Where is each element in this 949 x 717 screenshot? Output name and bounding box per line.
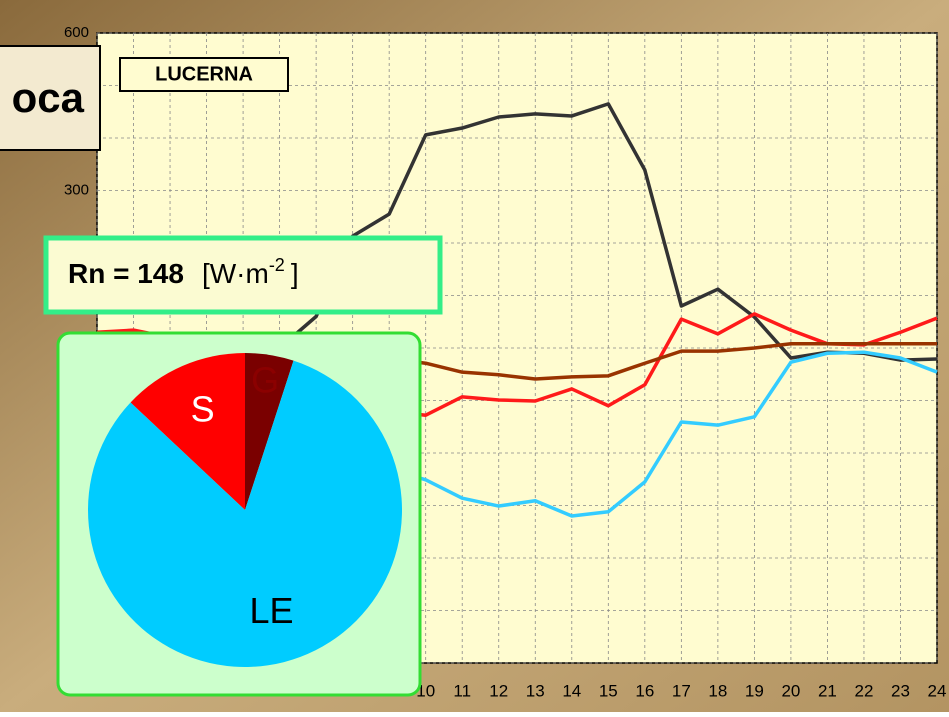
x-tick-label: 14	[562, 681, 581, 700]
x-tick-label: 24	[928, 681, 947, 700]
pie-slice	[87, 360, 402, 668]
x-tick-label: 15	[599, 681, 618, 700]
x-tick-label: 21	[818, 681, 837, 700]
annotation-box	[43, 235, 443, 315]
annotation-exponent: -2	[269, 255, 285, 275]
pie-label: S	[191, 389, 215, 430]
pie-label: LE	[250, 590, 294, 631]
pie-slice	[245, 353, 294, 510]
side-label: oca	[12, 74, 85, 121]
x-tick-label: 12	[489, 681, 508, 700]
x-tick-label: 17	[672, 681, 691, 700]
x-tick-label: 22	[854, 681, 873, 700]
pie-label: G	[251, 359, 279, 400]
annotation-unit: [W·m	[202, 258, 269, 289]
chart-title: LUCERNA	[155, 63, 253, 85]
y-tick-label: 300	[64, 181, 89, 198]
x-tick-label: 19	[745, 681, 764, 700]
title-box	[119, 57, 289, 92]
x-tick-label: 18	[708, 681, 727, 700]
pie-slice	[130, 353, 245, 510]
x-tick-label: 20	[781, 681, 800, 700]
x-tick-label: 11	[453, 681, 471, 700]
x-tick-label: 23	[891, 681, 910, 700]
side-box	[0, 45, 101, 151]
annotation: Rn = 148 [W·m-2]	[68, 255, 299, 290]
x-tick-label: 13	[526, 681, 545, 700]
annotation-text: Rn = 148	[68, 258, 184, 289]
annotation-close: ]	[291, 258, 299, 289]
y-tick-label: 600	[64, 24, 89, 41]
x-tick-label: 16	[635, 681, 654, 700]
